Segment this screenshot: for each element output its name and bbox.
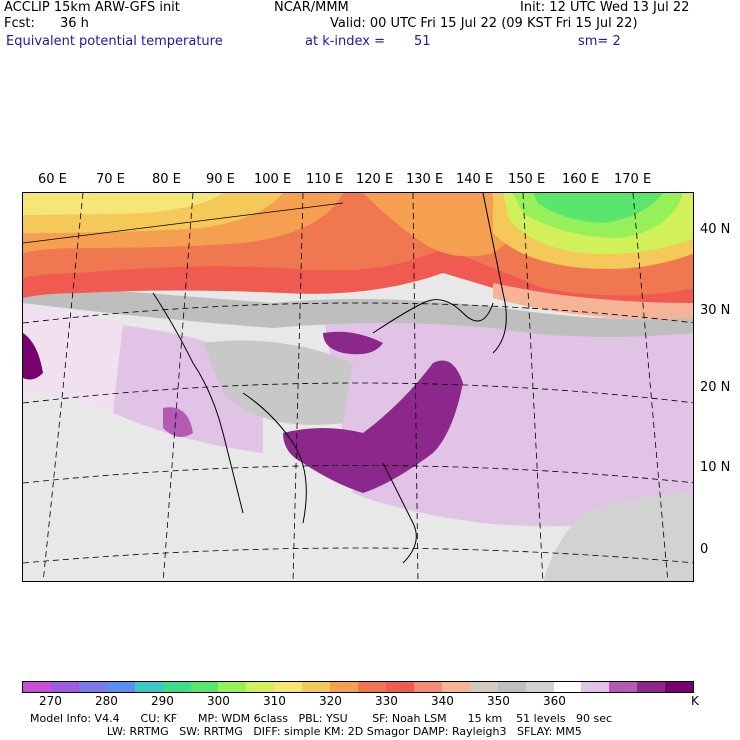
- colorbar-segment: [218, 682, 247, 692]
- colorbar-label: 300: [207, 694, 230, 708]
- colorbar-segment: [134, 682, 163, 692]
- colorbar-label: 340: [431, 694, 454, 708]
- colorbar-label: 280: [95, 694, 118, 708]
- valid-time: Valid: 00 UTC Fri 15 Jul 22 (09 KST Fri …: [330, 16, 638, 31]
- colorbar-label: 270: [39, 694, 62, 708]
- longitude-label: 100 E: [254, 172, 292, 187]
- colorbar-segment: [525, 682, 554, 692]
- colorbar-segment: [637, 682, 666, 692]
- forecast-label: Fcst:: [4, 16, 35, 31]
- colorbar-segment: [190, 682, 219, 692]
- longitude-label: 120 E: [356, 172, 394, 187]
- colorbar-segment: [274, 682, 303, 692]
- level-label: at k-index =: [305, 34, 386, 49]
- colorbar-label: 310: [263, 694, 286, 708]
- latitude-label: 30 N: [700, 303, 731, 318]
- colorbar-label: 360: [543, 694, 566, 708]
- longitude-label: 150 E: [508, 172, 546, 187]
- colorbar-segment: [50, 682, 79, 692]
- theta-e-field: [23, 193, 693, 581]
- colorbar-segment: [665, 682, 694, 692]
- colorbar-label: 330: [375, 694, 398, 708]
- model-title: ACCLIP 15km ARW-GFS init: [4, 0, 180, 15]
- colorbar-segment: [330, 682, 359, 692]
- colorbar-segment: [581, 682, 610, 692]
- forecast-hour: 36 h: [60, 16, 89, 31]
- longitude-label: 70 E: [96, 172, 125, 187]
- latitude-label: 40 N: [700, 222, 731, 237]
- colorbar-label: 290: [151, 694, 174, 708]
- colorbar-segment: [413, 682, 442, 692]
- model-info-line1: Model Info: V4.4 CU: KF MP: WDM 6class P…: [30, 712, 613, 725]
- colorbar-segment: [78, 682, 107, 692]
- smoothing-label: sm= 2: [578, 34, 621, 49]
- map-panel: [22, 192, 694, 582]
- longitude-label: 60 E: [38, 172, 67, 187]
- colorbar-segment: [302, 682, 331, 692]
- longitude-label: 140 E: [456, 172, 494, 187]
- colorbar-segment: [497, 682, 526, 692]
- colorbar-unit: K: [691, 694, 699, 708]
- colorbar-label: 320: [319, 694, 342, 708]
- colorbar-segment: [441, 682, 470, 692]
- longitude-label: 130 E: [406, 172, 444, 187]
- init-time: Init: 12 UTC Wed 13 Jul 22: [520, 0, 690, 15]
- colorbar-segment: [609, 682, 638, 692]
- center-label: NCAR/MMM: [274, 0, 349, 15]
- colorbar-segment: [23, 682, 51, 692]
- latitude-label: 10 N: [700, 460, 731, 475]
- latitude-label: 20 N: [700, 380, 731, 395]
- colorbar-segment: [385, 682, 414, 692]
- level-value: 51: [414, 34, 431, 49]
- colorbar-segment: [469, 682, 498, 692]
- colorbar-segment: [162, 682, 191, 692]
- colorbar: [22, 681, 694, 693]
- longitude-label: 80 E: [152, 172, 181, 187]
- longitude-label: 170 E: [614, 172, 652, 187]
- longitude-label: 110 E: [306, 172, 344, 187]
- field-name: Equivalent potential temperature: [6, 34, 223, 49]
- colorbar-segment: [553, 682, 582, 692]
- longitude-label: 90 E: [206, 172, 235, 187]
- longitude-label: 160 E: [562, 172, 600, 187]
- colorbar-segment: [358, 682, 386, 692]
- latitude-label: 0: [700, 542, 709, 557]
- colorbar-segment: [106, 682, 135, 692]
- colorbar-label: 350: [487, 694, 510, 708]
- model-info-line2: LW: RRTMG SW: RRTMG DIFF: simple KM: 2D …: [30, 725, 582, 738]
- colorbar-segment: [246, 682, 275, 692]
